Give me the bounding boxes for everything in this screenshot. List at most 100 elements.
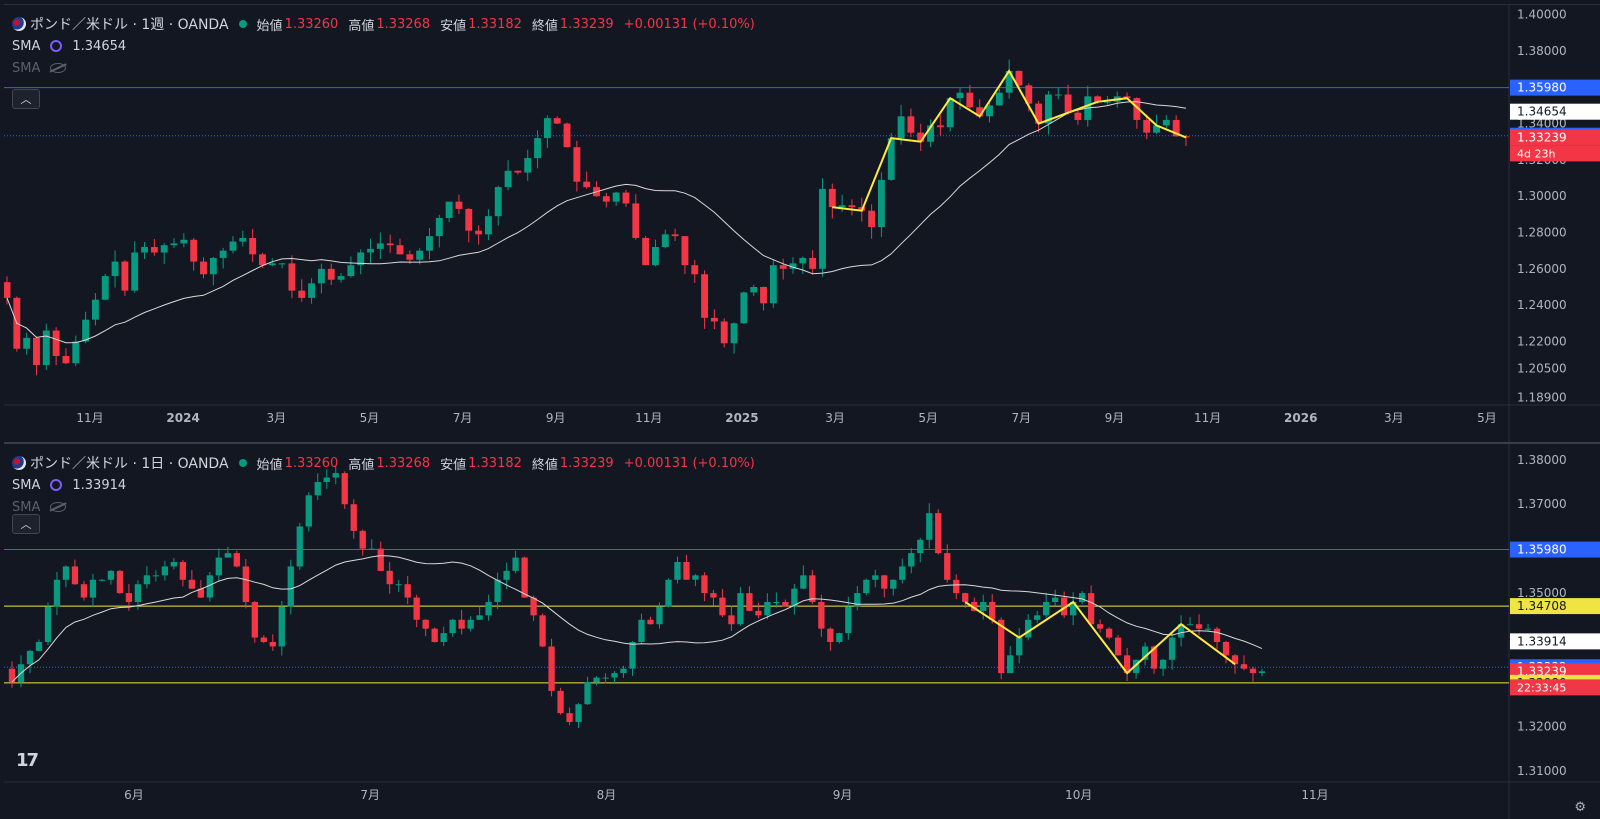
candle-body — [190, 239, 198, 262]
candle-body — [327, 268, 335, 280]
candle-body — [4, 282, 11, 298]
candle-body — [956, 92, 964, 99]
candle-body — [836, 633, 843, 642]
eye-hidden-icon[interactable] — [50, 502, 67, 512]
weekly-chart-pane[interactable]: 1.400001.380001.360001.340001.320001.300… — [4, 4, 1600, 442]
candle-body — [224, 553, 231, 558]
weekly-chart-svg[interactable]: 1.400001.380001.360001.340001.320001.300… — [4, 5, 1600, 442]
candle-body — [1087, 593, 1095, 625]
candle-body — [652, 247, 659, 266]
sma-indicator-label[interactable]: SMA — [12, 38, 41, 54]
candle-body — [287, 566, 294, 607]
price-tick-label: 1.31000 — [1517, 764, 1567, 778]
price-tag-label: 1.33239 — [1517, 130, 1567, 144]
candle-body — [1172, 119, 1180, 137]
candle-body — [1240, 664, 1248, 669]
candle-body — [1007, 655, 1014, 674]
candle-body — [72, 341, 80, 364]
candle-body — [386, 570, 393, 585]
collapse-legend-button[interactable]: ︿ — [12, 514, 40, 534]
candle-body — [288, 263, 296, 291]
candle-body — [1249, 668, 1257, 674]
price-tick-label: 1.26000 — [1517, 262, 1567, 276]
candle-body — [661, 234, 669, 248]
candle-body — [476, 615, 483, 620]
candle-body — [435, 217, 443, 237]
candle-body — [89, 579, 97, 598]
candle-body — [809, 575, 816, 602]
chevron-up-icon: ︿ — [20, 93, 32, 106]
market-status-icon — [238, 459, 247, 467]
countdown-box — [1510, 679, 1600, 696]
time-tick-label: 7月 — [453, 411, 473, 425]
candle-body — [503, 570, 510, 580]
candle-body — [828, 188, 836, 208]
sma-hidden-label[interactable]: SMA — [12, 499, 41, 515]
gear-icon[interactable]: ⚙ — [1574, 800, 1586, 815]
candle-body — [1168, 637, 1176, 660]
collapse-legend-button[interactable]: ︿ — [12, 89, 40, 109]
candle-body — [620, 668, 627, 674]
time-tick-label: 10月 — [1065, 788, 1092, 802]
candle-body — [1132, 659, 1140, 674]
candle-body — [82, 319, 90, 342]
sma-indicator-label[interactable]: SMA — [12, 477, 41, 493]
refresh-icon[interactable] — [50, 479, 63, 491]
candle-body — [404, 584, 411, 598]
daily-chart-svg[interactable]: 1.38000 1.37000 1.35000 1.32000 1.31000 6月 7月 8… — [4, 444, 1600, 819]
market-status-icon — [238, 20, 247, 28]
candle-body — [691, 265, 699, 275]
candle-body — [638, 619, 645, 642]
candle-body — [259, 254, 266, 266]
countdown-box — [1510, 145, 1600, 162]
candle-body — [406, 254, 414, 260]
countdown-label: 4d 23h — [1517, 147, 1555, 160]
high-value: 1.33268 — [376, 455, 431, 471]
symbol-title[interactable]: ポンド／米ドル · 1週 · OANDA — [30, 17, 229, 33]
candle-body — [323, 477, 330, 482]
candle-body — [917, 539, 924, 554]
candle-body — [1258, 671, 1266, 674]
candle-body — [455, 201, 463, 209]
candle-body — [566, 713, 573, 722]
candle-body — [681, 236, 689, 266]
zigzag-line — [832, 68, 1187, 212]
price-tag-box — [1510, 103, 1600, 120]
tradingview-logo-icon[interactable]: 17 — [16, 750, 39, 771]
candle-body — [740, 292, 748, 324]
daily-chart-pane[interactable]: 1.38000 1.37000 1.35000 1.32000 1.31000 6月 7月 8… — [4, 442, 1600, 819]
candle-body — [773, 602, 780, 603]
candle-body — [367, 248, 374, 253]
sma-value: 1.34654 — [72, 38, 127, 54]
candle-body — [116, 570, 124, 594]
candle-body — [1204, 628, 1212, 630]
candle-body — [152, 575, 160, 577]
candle-body — [755, 610, 762, 616]
price-tick-label: 1.32000 — [1517, 719, 1567, 733]
price-tag-label: 1.34708 — [1517, 599, 1567, 613]
candle-body — [445, 201, 453, 218]
candle-body — [512, 557, 519, 571]
candle-body — [534, 138, 541, 159]
time-tick-label: 9月 — [833, 788, 853, 802]
sma-value: 1.33914 — [72, 477, 127, 493]
price-tag-box — [1510, 598, 1600, 615]
eye-hidden-icon[interactable] — [50, 63, 67, 73]
candle-body — [1064, 94, 1072, 113]
price-tick-label: 1.18900 — [1517, 391, 1567, 405]
time-tick-label: 3月 — [825, 411, 845, 425]
open-value: 1.33260 — [284, 16, 339, 32]
candle-body — [665, 579, 672, 607]
candle-body — [347, 265, 355, 277]
candle-body — [899, 566, 906, 580]
sma-hidden-label[interactable]: SMA — [12, 60, 41, 76]
time-tick-label: 7月 — [360, 788, 380, 802]
candle-body — [1114, 637, 1122, 656]
candle-body — [1054, 94, 1062, 96]
candle-body — [143, 575, 151, 585]
close-label: 終値 — [531, 457, 558, 473]
refresh-icon[interactable] — [50, 40, 63, 52]
price-tick-label: 1.38000 — [1517, 453, 1567, 467]
high-label: 高値 — [348, 457, 375, 473]
symbol-title[interactable]: ポンド／米ドル · 1日 · OANDA — [30, 456, 229, 472]
